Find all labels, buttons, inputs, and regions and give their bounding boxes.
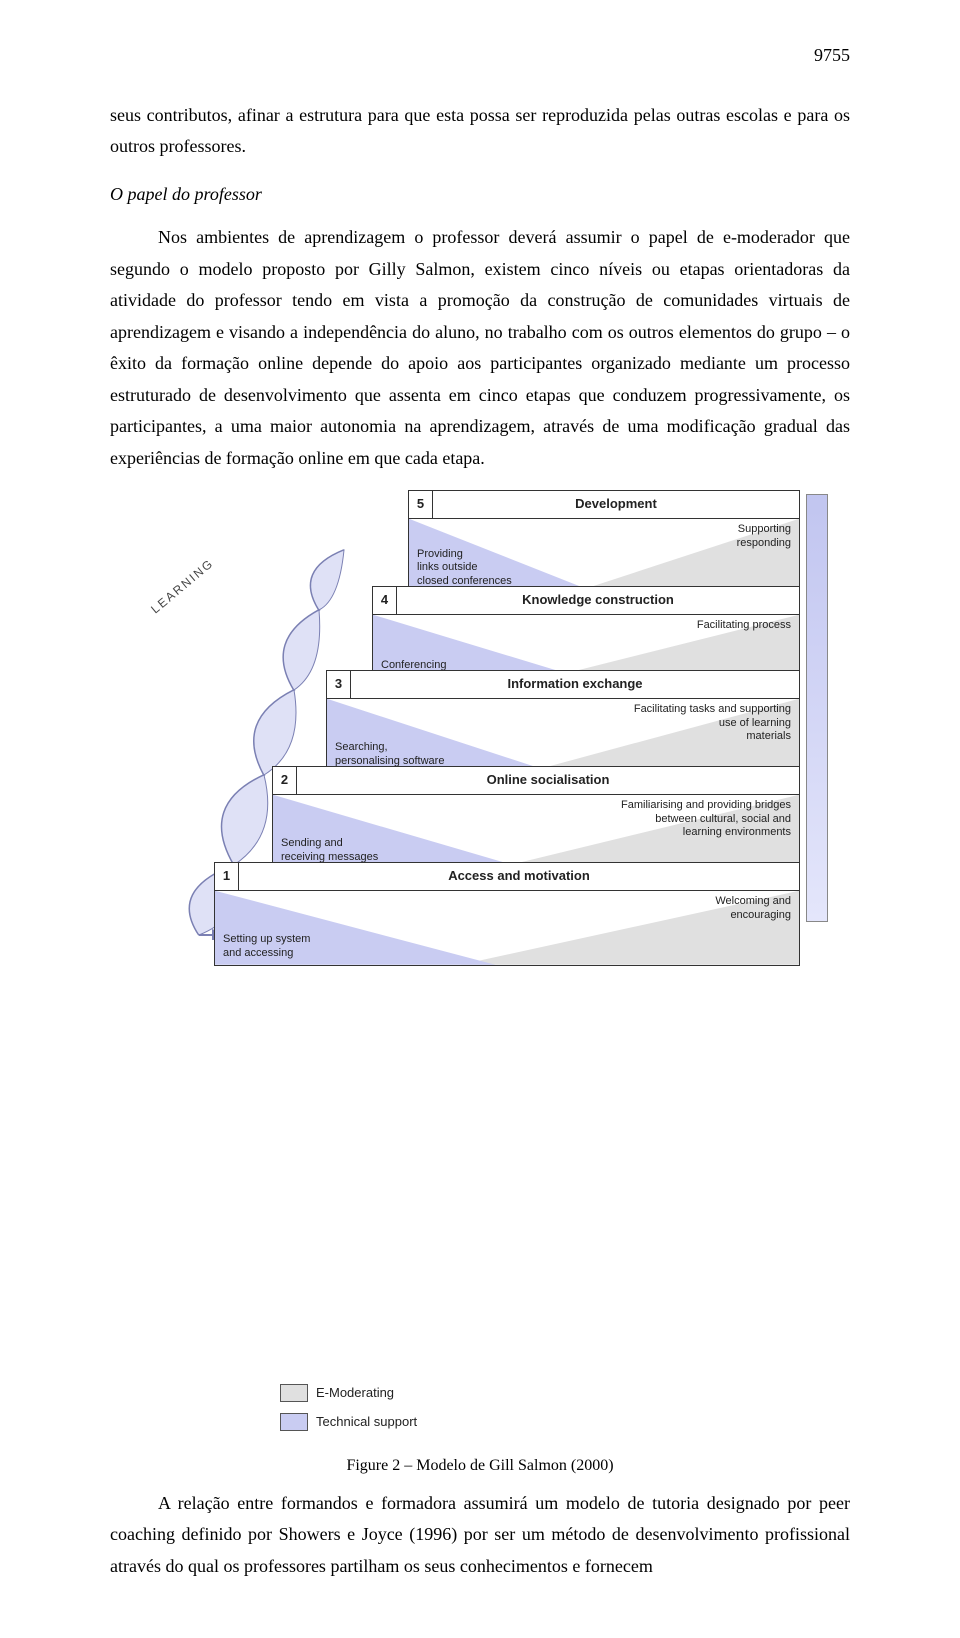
figure-caption: Figure 2 – Modelo de Gill Salmon (2000) bbox=[110, 1452, 850, 1480]
section-heading: O papel do professor bbox=[110, 179, 850, 211]
step-body: Facilitating processConferencing bbox=[373, 615, 799, 677]
swatch-technical-icon bbox=[280, 1413, 308, 1431]
step-header: 4Knowledge construction bbox=[373, 587, 799, 615]
step-header: 2Online socialisation bbox=[273, 767, 799, 795]
legend-label-emoderating: E-Moderating bbox=[316, 1382, 394, 1405]
technical-text: Sending andreceiving messages bbox=[281, 837, 378, 865]
paragraph-2: Nos ambientes de aprendizagem o professo… bbox=[110, 222, 850, 474]
technical-text: Setting up systemand accessing bbox=[223, 933, 310, 961]
step-header: 3Information exchange bbox=[327, 671, 799, 699]
step-header: 5Development bbox=[409, 491, 799, 519]
step-5: 5Development Supportingresponding Providin… bbox=[408, 490, 800, 594]
step-title: Access and motivation bbox=[239, 863, 799, 890]
step-body: Welcoming andencouraging Setting up syste… bbox=[215, 891, 799, 965]
legend: E-Moderating Technical support bbox=[280, 1382, 800, 1434]
step-number: 1 bbox=[215, 863, 239, 890]
swatch-emoderating-icon bbox=[280, 1384, 308, 1402]
paragraph-1: seus contributos, afinar a estrutura par… bbox=[110, 100, 850, 163]
step-number: 5 bbox=[409, 491, 433, 518]
legend-row-technical: Technical support bbox=[280, 1411, 800, 1434]
step-header: 1Access and motivation bbox=[215, 863, 799, 891]
step-1: 1Access and motivationWelcoming andencou… bbox=[214, 862, 800, 966]
step-body: Supportingresponding Providinglinks outsi… bbox=[409, 519, 799, 593]
legend-row-emoderating: E-Moderating bbox=[280, 1382, 800, 1405]
emoderating-text: Welcoming andencouraging bbox=[715, 895, 791, 923]
step-2: 2Online socialisation Familiarising and p… bbox=[272, 766, 800, 870]
technical-text: Providinglinks outsideclosed conferences bbox=[417, 548, 512, 589]
step-number: 4 bbox=[373, 587, 397, 614]
step-title: Development bbox=[433, 491, 799, 518]
steps-container: 5Development Supportingresponding Providin… bbox=[160, 490, 800, 934]
emoderating-text: Supportingresponding bbox=[737, 523, 791, 551]
emoderating-text: Familiarising and providing bridgesbetwe… bbox=[621, 799, 791, 840]
interactivity-bar bbox=[806, 494, 828, 922]
step-body: Familiarising and providing bridgesbetwe… bbox=[273, 795, 799, 869]
step-3: 3Information exchange Facilitating tasks … bbox=[326, 670, 800, 774]
legend-label-technical: Technical support bbox=[316, 1411, 417, 1434]
page-number: 9755 bbox=[110, 40, 850, 72]
step-number: 2 bbox=[273, 767, 297, 794]
step-title: Online socialisation bbox=[297, 767, 799, 794]
emoderating-text: Facilitating tasks and supportinguse of … bbox=[634, 703, 791, 744]
step-4: 4Knowledge constructionFacilitating proc… bbox=[372, 586, 800, 678]
salmon-model-diagram: amount of interactivity LEARNING 5Develo… bbox=[160, 490, 800, 1434]
step-title: Information exchange bbox=[351, 671, 799, 698]
technical-text: Searching,personalising software bbox=[335, 741, 444, 769]
step-body: Facilitating tasks and supportinguse of … bbox=[327, 699, 799, 773]
paragraph-3: A relação entre formandos e formadora as… bbox=[110, 1488, 850, 1583]
step-number: 3 bbox=[327, 671, 351, 698]
step-title: Knowledge construction bbox=[397, 587, 799, 614]
emoderating-text: Facilitating process bbox=[697, 619, 791, 633]
